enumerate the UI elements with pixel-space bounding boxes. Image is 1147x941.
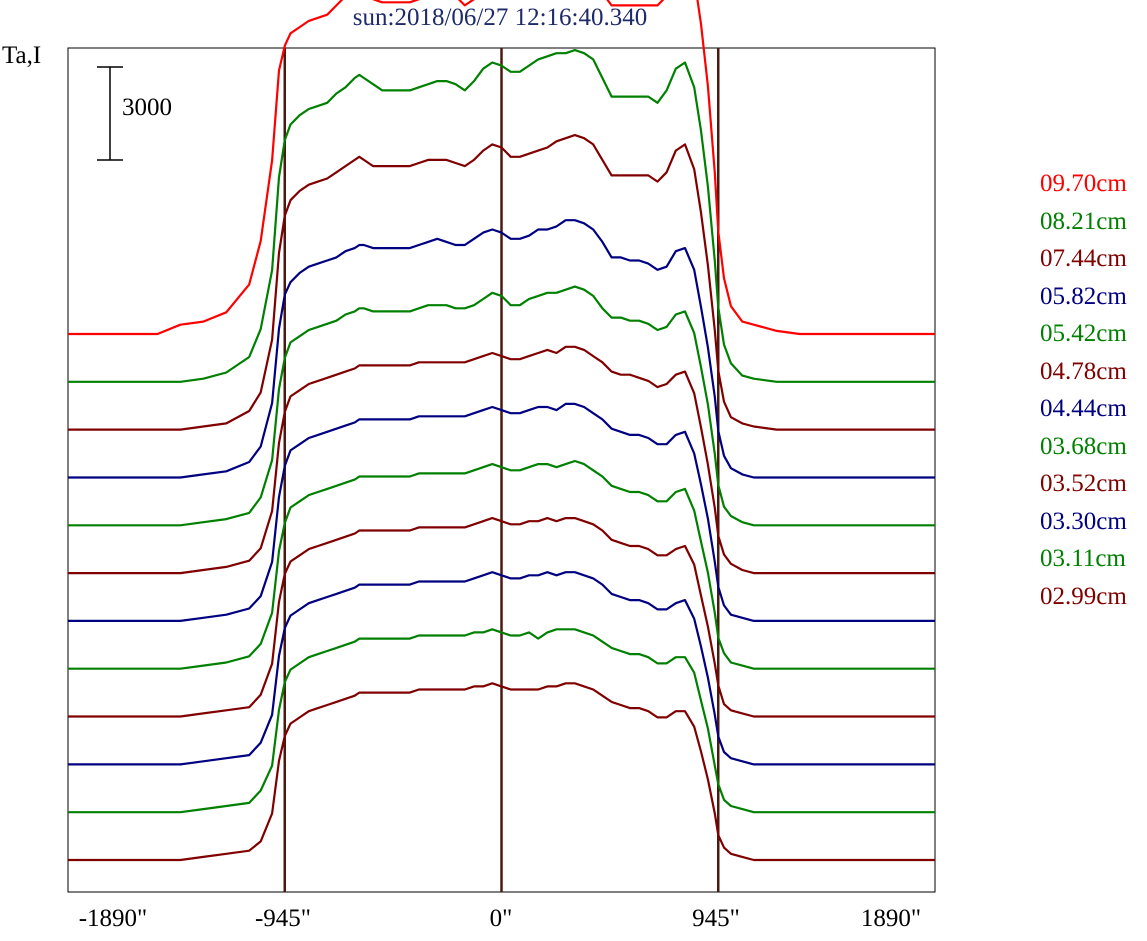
x-tick-label: 1890" <box>860 905 922 932</box>
scale-bar <box>97 66 123 161</box>
legend-item: 02.99cm <box>1040 582 1127 610</box>
legend-item: 05.82cm <box>1040 282 1127 310</box>
series-line <box>68 48 935 383</box>
series-line <box>68 219 935 479</box>
legend-item: 03.68cm <box>1040 432 1127 460</box>
legend-item: 04.78cm <box>1040 357 1127 385</box>
legend-item: 03.30cm <box>1040 507 1127 535</box>
series-line <box>68 459 935 670</box>
legend-item: 07.44cm <box>1040 245 1127 272</box>
series-line <box>68 682 935 862</box>
x-tick-label: 945" <box>692 905 740 932</box>
legend-item: 03.52cm <box>1040 470 1127 497</box>
series-line <box>68 516 935 718</box>
legend-item: 09.70cm <box>1040 170 1127 197</box>
series-line <box>68 285 935 527</box>
series-line <box>68 402 935 623</box>
scale-bar-label: 3000 <box>122 94 172 121</box>
vertical-reference-lines <box>283 48 720 892</box>
series-line <box>68 0 935 336</box>
chart-title: sun:2018/06/27 12:16:40.340 <box>352 4 648 31</box>
legend-item: 05.42cm <box>1040 320 1127 347</box>
series-line <box>68 628 935 814</box>
series-line <box>68 345 935 575</box>
y-axis-label: Ta,I <box>2 42 42 69</box>
x-tick-label: -1890" <box>78 905 148 932</box>
series-layer <box>68 0 935 862</box>
legend-item: 03.11cm <box>1040 545 1126 572</box>
legend-item: 04.44cm <box>1040 395 1127 422</box>
x-tick-label: -945" <box>254 905 312 932</box>
series-line <box>68 134 935 431</box>
legend-item: 08.21cm <box>1040 207 1127 235</box>
series-line <box>68 571 935 766</box>
x-tick-label: 0" <box>489 905 513 932</box>
